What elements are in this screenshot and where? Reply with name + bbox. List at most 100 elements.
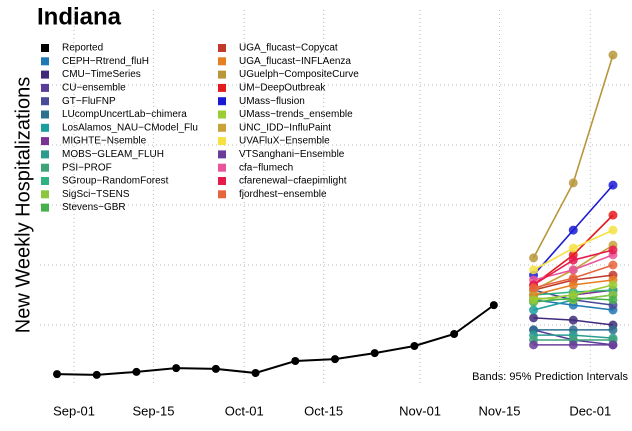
legend-label: Reported xyxy=(62,43,103,54)
x-tick-label: Dec-01 xyxy=(569,403,611,418)
legend-swatch xyxy=(41,57,49,66)
data-point xyxy=(529,340,539,350)
data-point xyxy=(331,355,339,364)
data-point xyxy=(608,280,618,290)
data-point xyxy=(608,225,618,235)
legend-swatch xyxy=(218,137,226,146)
data-point xyxy=(608,260,618,270)
legend-label: UGuelph−CompositeCurve xyxy=(239,69,359,80)
chart-title: Indiana xyxy=(37,3,122,30)
legend-swatch xyxy=(218,83,226,92)
data-point xyxy=(608,245,618,255)
legend-label: UNC_IDD−InfluPaint xyxy=(239,122,331,133)
data-point xyxy=(410,342,419,350)
data-point xyxy=(489,301,498,310)
series-line xyxy=(57,304,495,376)
legend-swatch xyxy=(218,150,226,159)
data-point xyxy=(608,180,618,190)
data-point xyxy=(568,255,578,265)
legend-label: CMU−TimeSeries xyxy=(62,69,141,80)
legend-label: SigSci−TSENS xyxy=(62,189,130,200)
x-tick-label: Oct-15 xyxy=(304,403,343,418)
legend-swatch xyxy=(41,203,49,212)
data-point xyxy=(529,313,539,323)
legend-label: fjordhest−ensemble xyxy=(239,189,327,200)
legend-label: LUcompUncertLab−chimera xyxy=(62,109,187,120)
legend-swatch xyxy=(41,70,49,79)
data-point xyxy=(450,330,459,338)
x-tick-label: Oct-01 xyxy=(225,403,264,418)
data-point xyxy=(568,225,578,235)
legend-swatch xyxy=(41,110,49,119)
y-axis-label: New Weekly Hospitalizations xyxy=(12,77,34,333)
data-point xyxy=(608,295,618,305)
data-point xyxy=(608,210,618,220)
legend-swatch xyxy=(41,163,49,172)
legend-label: MOBS−GLEAM_FLUH xyxy=(62,149,164,160)
annotation: Bands: 95% Prediction Intervals xyxy=(472,371,628,383)
legend-label: VTSanghani−Ensemble xyxy=(239,149,345,160)
data-point xyxy=(529,295,539,305)
x-tick-label: Nov-15 xyxy=(479,403,521,418)
legend-swatch xyxy=(41,123,49,132)
legend-label: MIGHTE−Nsemble xyxy=(62,136,147,147)
data-point xyxy=(568,340,578,350)
legend-swatch xyxy=(41,83,49,92)
data-point xyxy=(529,265,539,275)
legend-swatch xyxy=(41,137,49,146)
legend-label: GT−FluFNP xyxy=(62,96,116,107)
legend-label: cfarenewal−cfaepimlight xyxy=(239,176,347,187)
legend-swatch xyxy=(41,97,49,106)
legend-label: Stevens−GBR xyxy=(62,202,126,213)
legend-swatch xyxy=(218,110,226,119)
x-tick-label: Sep-01 xyxy=(53,403,95,418)
data-point xyxy=(568,243,578,253)
legend-swatch xyxy=(218,97,226,106)
legend-label: UMass−trends_ensemble xyxy=(239,109,353,120)
data-point xyxy=(608,325,618,335)
data-point xyxy=(568,290,578,300)
legend-swatch xyxy=(218,57,226,66)
x-tick-label: Nov-01 xyxy=(399,403,441,418)
legend-label: PSI−PROF xyxy=(62,162,112,173)
data-point xyxy=(53,370,62,379)
data-point xyxy=(172,364,181,373)
data-point xyxy=(568,280,578,290)
data-point xyxy=(132,367,141,376)
data-point xyxy=(291,357,300,365)
data-point xyxy=(608,340,618,350)
legend-swatch xyxy=(41,190,49,199)
data-point xyxy=(608,50,618,60)
legend-label: cfa−flumech xyxy=(239,162,293,173)
legend-label: UGA_flucast−Copycat xyxy=(239,43,338,54)
legend-swatch xyxy=(218,177,226,185)
legend-label: CEPH−Rtrend_fluH xyxy=(62,56,149,67)
legend-label: CU−ensemble xyxy=(62,83,126,94)
data-point xyxy=(370,349,379,358)
legend-label: LosAlamos_NAU−CModel_Flu xyxy=(62,122,198,133)
legend-label: UVAFluX−Ensemble xyxy=(239,136,330,147)
legend-swatch xyxy=(218,163,226,172)
legend-swatch xyxy=(218,190,226,199)
data-point xyxy=(568,315,578,325)
legend-label: UMass−flusion xyxy=(239,96,305,107)
data-point xyxy=(568,265,578,275)
legend-swatch xyxy=(218,44,226,52)
legend-label: UM−DeepOutbreak xyxy=(239,83,326,94)
data-point xyxy=(568,273,578,283)
data-point xyxy=(92,370,101,379)
data-point xyxy=(211,364,220,373)
data-point xyxy=(529,253,539,263)
legend-swatch xyxy=(41,44,49,52)
data-point xyxy=(529,305,539,315)
data-point xyxy=(568,178,578,188)
data-point xyxy=(251,369,260,377)
legend-swatch xyxy=(41,177,49,185)
legend-swatch xyxy=(41,150,49,159)
legend-swatch xyxy=(218,70,226,79)
legend-label: SGroup−RandomForest xyxy=(62,176,169,187)
legend-label: UGA_flucast−INFLAenza xyxy=(239,56,351,67)
x-tick-label: Sep-15 xyxy=(133,403,175,418)
data-point xyxy=(529,283,539,293)
